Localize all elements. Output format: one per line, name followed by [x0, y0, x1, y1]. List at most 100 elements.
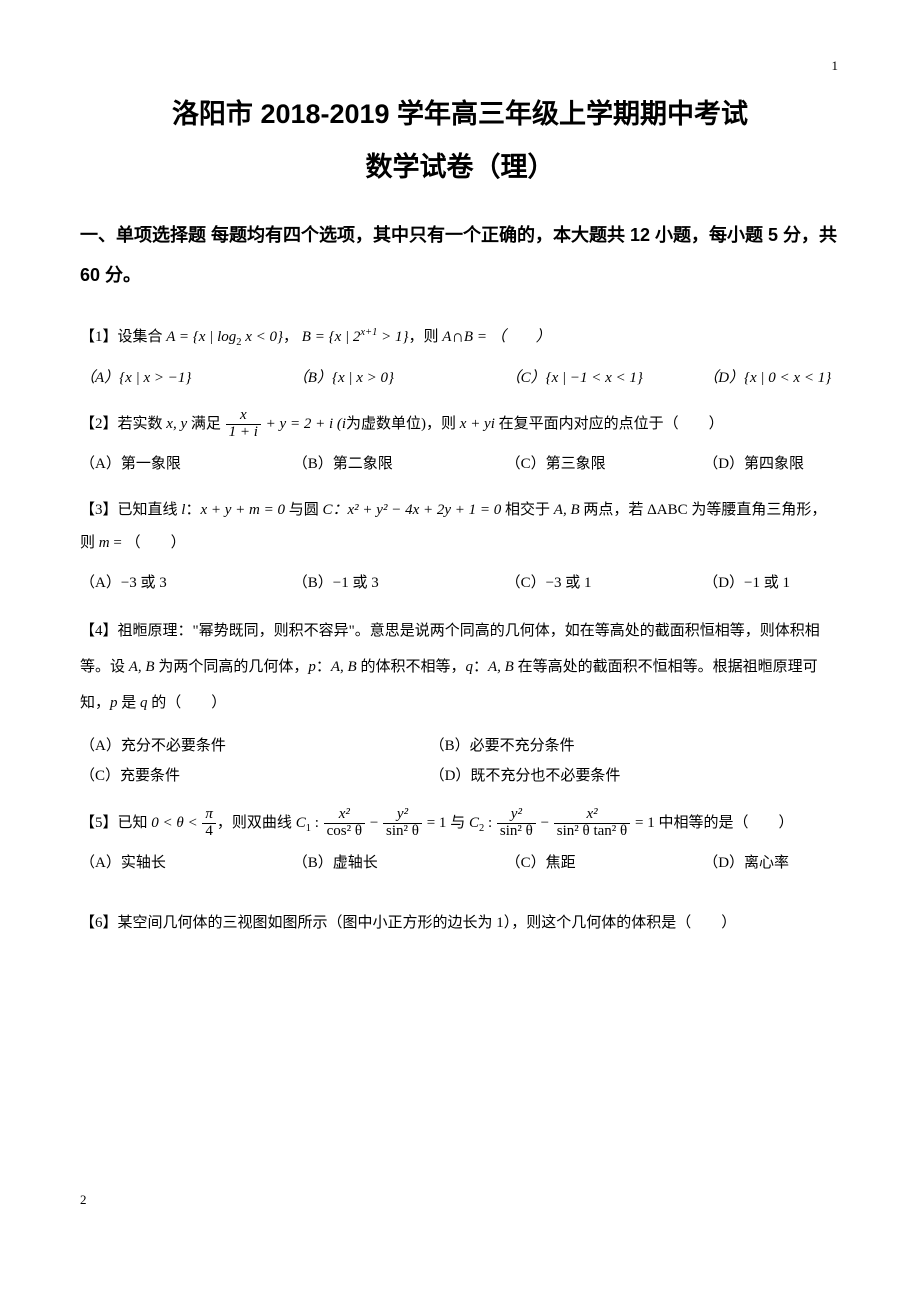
- q5-pre: 已知: [118, 815, 152, 831]
- q4-optB: （B）必要不充分条件: [430, 731, 780, 761]
- q3-optD: （D）−1 或 1: [703, 570, 840, 597]
- q3-m: m: [99, 535, 110, 551]
- q4-AB: A, B: [129, 659, 155, 675]
- question-3: 【3】已知直线 l：x + y + m = 0 与圆 C：x² + y² − 4…: [80, 494, 840, 597]
- q5-f4n: x²: [554, 807, 630, 824]
- q4-options: （A）充分不必要条件 （B）必要不充分条件 （C）充要条件 （D）既不充分也不必…: [80, 731, 840, 791]
- q4-t3: ：: [316, 659, 331, 675]
- q3-optB: （B）−1 或 3: [293, 570, 506, 597]
- q3-AB: A, B: [554, 502, 580, 518]
- q1-setA: A = {x | log: [166, 329, 236, 345]
- q3-t1: 已知直线: [118, 502, 178, 518]
- q3-tri: ΔABC: [647, 502, 688, 518]
- q2-stem: 【2】若实数 x, y 满足 x1 + i + y = 2 + i (i为虚数单…: [80, 408, 840, 441]
- q5-ineq: 0 < θ <: [151, 815, 201, 831]
- q2-optA: （A）第一象限: [80, 451, 293, 478]
- q4-t7: 是: [118, 695, 141, 711]
- question-6: 【6】某空间几何体的三视图如图所示（图中小正方形的边长为 1），则这个几何体的体…: [80, 907, 840, 940]
- q4-t8: 的（ ）: [148, 695, 227, 711]
- q3-options: （A）−3 或 3 （B）−1 或 3 （C）−3 或 1 （D）−1 或 1: [80, 570, 840, 597]
- q2-optC: （C）第三象限: [506, 451, 704, 478]
- q5-minus1: −: [366, 815, 382, 831]
- q4-optC: （C）充要条件: [80, 761, 430, 791]
- q3-optC: （C）−3 或 1: [506, 570, 704, 597]
- q5-C1: C: [296, 815, 306, 831]
- q1-cap: ∩: [451, 327, 463, 346]
- q5-pi: π: [202, 807, 216, 824]
- q2-fracn: x: [226, 408, 261, 425]
- q5-optC: （C）焦距: [506, 850, 704, 877]
- q5-colon2: :: [484, 815, 496, 831]
- q2-expr: x + yi: [460, 416, 495, 432]
- q3-stem: 【3】已知直线 l：x + y + m = 0 与圆 C：x² + y² − 4…: [80, 494, 840, 560]
- q5-f4: x²sin² θ tan² θ: [554, 807, 630, 840]
- q5-optD: （D）离心率: [703, 850, 840, 877]
- q4-label: 【4】: [80, 623, 118, 639]
- q4-optA: （A）充分不必要条件: [80, 731, 430, 761]
- q5-pifrac: π4: [202, 807, 216, 840]
- q5-f3d: sin² θ: [497, 824, 536, 840]
- q5-stem: 【5】已知 0 < θ < π4，则双曲线 C1 : x²cos² θ − y²…: [80, 807, 840, 840]
- q2-optD: （D）第四象限: [703, 451, 840, 478]
- page-number-bottom: 2: [80, 1192, 87, 1208]
- q1-label: 【1】: [80, 329, 118, 345]
- q2-tail: 在复平面内对应的点位于（ ）: [495, 416, 724, 432]
- q5-minus2: −: [537, 815, 553, 831]
- q1-setB1: B = {x | 2: [302, 329, 361, 345]
- q4-p2: p: [110, 695, 118, 711]
- q5-optB: （B）虚轴长: [293, 850, 506, 877]
- q3-label: 【3】: [80, 502, 118, 518]
- q5-label: 【5】: [80, 815, 118, 831]
- q2-options: （A）第一象限 （B）第二象限 （C）第三象限 （D）第四象限: [80, 451, 840, 478]
- q5-C2: C: [469, 815, 479, 831]
- q3-eqb: = （ ）: [110, 535, 186, 551]
- q4-AB2: A, B: [331, 659, 357, 675]
- q1-stem: 【1】设集合 A = {x | log2 x < 0}， B = {x | 2x…: [80, 317, 840, 355]
- q4-q2: q: [140, 695, 148, 711]
- page-number-top: 1: [832, 58, 839, 74]
- q2-fracd: 1 + i: [226, 425, 261, 441]
- q5-f3: y²sin² θ: [497, 807, 536, 840]
- q5-and: 与: [446, 815, 469, 831]
- exam-title-line2: 数学试卷（理）: [80, 145, 840, 184]
- q2-frac: x1 + i: [226, 408, 261, 441]
- q4-t2: 为两个同高的几何体，: [155, 659, 309, 675]
- q5-mid: ，则双曲线: [217, 815, 296, 831]
- q1-optC: （C）{x | −1 < x < 1}: [506, 365, 704, 392]
- q1-setA2: x < 0}: [242, 329, 284, 345]
- q4-stem: 【4】祖暅原理："幂势既同，则积不容异"。意思是说两个同高的几何体，如在等高处的…: [80, 613, 840, 721]
- q2-mid1: 满足: [187, 416, 225, 432]
- q3-t2: 与圆: [285, 502, 323, 518]
- q2-label: 【2】: [80, 416, 118, 432]
- question-1: 【1】设集合 A = {x | log2 x < 0}， B = {x | 2x…: [80, 317, 840, 392]
- q6-stem: 【6】某空间几何体的三视图如图所示（图中小正方形的边长为 1），则这个几何体的体…: [80, 907, 840, 940]
- q1-tail: ，则: [409, 329, 443, 345]
- q1-optD: （D）{x | 0 < x < 1}: [703, 365, 840, 392]
- q4-t5: ：: [473, 659, 488, 675]
- q5-tail: 中相等的是（ ）: [655, 815, 794, 831]
- q3-eq1: x + y + m = 0: [200, 502, 285, 518]
- q5-f1n: x²: [324, 807, 365, 824]
- q3-t3: 相交于: [501, 502, 554, 518]
- q1-optB: （B）{x | x > 0}: [293, 365, 506, 392]
- q5-f1: x²cos² θ: [324, 807, 365, 840]
- q1-B: B = （ ）: [464, 329, 551, 345]
- q5-eq2: = 1: [631, 815, 654, 831]
- q5-f4d: sin² θ tan² θ: [554, 824, 630, 840]
- q4-optD: （D）既不充分也不必要条件: [430, 761, 780, 791]
- question-4: 【4】祖暅原理："幂势既同，则积不容异"。意思是说两个同高的几何体，如在等高处的…: [80, 613, 840, 791]
- q5-f2n: y²: [383, 807, 422, 824]
- q5-pid: 4: [202, 824, 216, 840]
- section-heading: 一、单项选择题 每题均有四个选项，其中只有一个正确的，本大题共 12 小题，每小…: [80, 216, 840, 295]
- question-2: 【2】若实数 x, y 满足 x1 + i + y = 2 + i (i为虚数单…: [80, 408, 840, 478]
- q5-f3n: y²: [497, 807, 536, 824]
- q5-eq1: = 1: [423, 815, 446, 831]
- q3-colon: ：: [185, 502, 200, 518]
- q5-f2: y²sin² θ: [383, 807, 422, 840]
- q1-t1: 设集合: [118, 329, 167, 345]
- q4-q: q: [465, 659, 473, 675]
- q3-eq2: ：x² + y² − 4x + 2y + 1 = 0: [333, 502, 502, 518]
- q1-options: （A）{x | x > −1} （B）{x | x > 0} （C）{x | −…: [80, 365, 840, 392]
- q3-C: C: [323, 502, 333, 518]
- q5-f1d: cos² θ: [324, 824, 365, 840]
